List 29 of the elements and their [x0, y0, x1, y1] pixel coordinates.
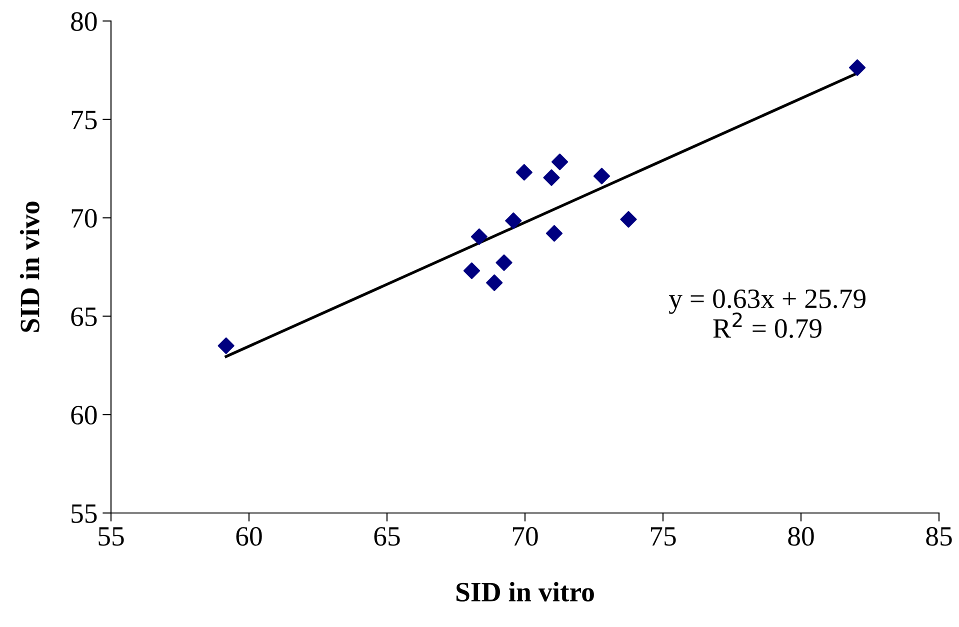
x-tick-label: 75 — [650, 527, 676, 546]
point — [470, 228, 488, 245]
point — [620, 211, 637, 228]
y-tick-label: 70 — [72, 208, 97, 228]
annotation: y = 0.63x + 25.79 R$^{2}$ = 0.79 — [668, 289, 866, 338]
point — [516, 164, 532, 181]
point — [546, 225, 563, 242]
y-tick-label: 55 — [72, 504, 97, 523]
x-axis-title: SID in vitro — [456, 582, 594, 602]
x-tick-label: 80 — [788, 526, 814, 546]
y-axis-title: SID in vivo — [20, 202, 40, 332]
x-tick-label: 70 — [512, 526, 538, 546]
y-tick-label: 60 — [71, 406, 97, 425]
x-tick-label: 60 — [236, 526, 262, 546]
point — [486, 274, 503, 292]
point — [496, 254, 512, 271]
point — [551, 154, 568, 170]
point — [505, 212, 522, 230]
point — [593, 168, 610, 184]
y-tick-label: 65 — [71, 307, 97, 326]
y-tick-label: 75 — [72, 110, 97, 130]
point — [543, 169, 560, 186]
x-tick-label: 55 — [98, 527, 124, 546]
point — [463, 262, 480, 280]
y-tick-label: 80 — [71, 12, 97, 31]
x-tick-label: 65 — [374, 527, 400, 546]
point — [849, 59, 866, 76]
x-tick-label: 85 — [926, 526, 952, 546]
point — [218, 337, 234, 354]
